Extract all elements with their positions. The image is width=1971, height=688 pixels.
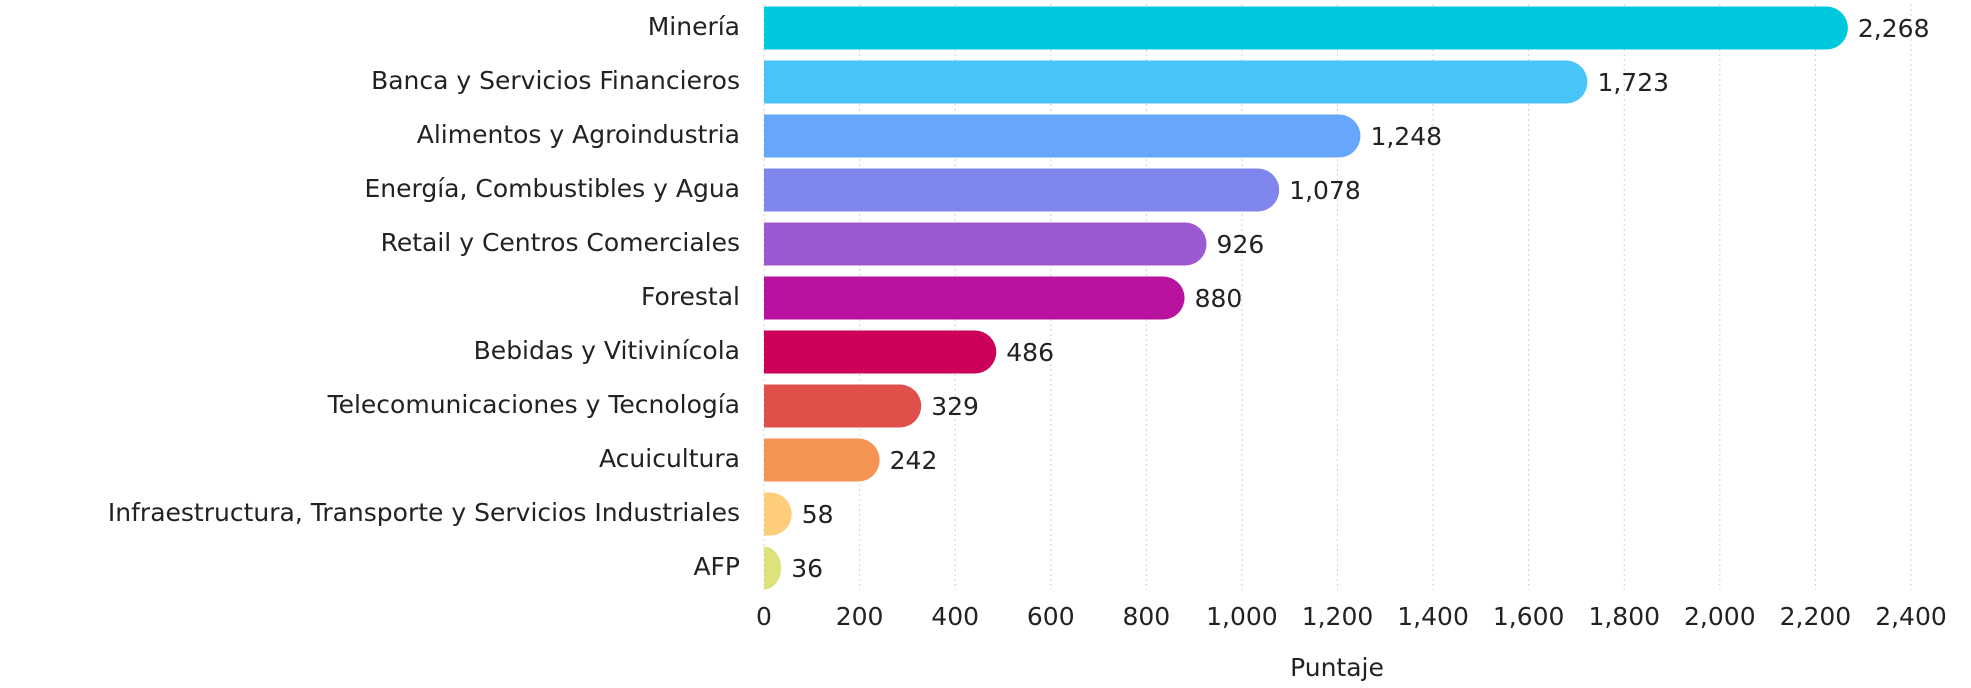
x-tick-label: 200 (836, 602, 884, 631)
x-tick-label: 1,400 (1397, 602, 1469, 631)
x-tick-label: 2,000 (1684, 602, 1756, 631)
data-label: 926 (1217, 230, 1265, 259)
x-tick-label: 600 (1027, 602, 1075, 631)
bar (764, 114, 1361, 158)
x-tick-label: 1,200 (1302, 602, 1374, 631)
x-tick-label: 1,000 (1206, 602, 1278, 631)
y-tick-label: Retail y Centros Comerciales (381, 228, 740, 257)
data-label: 1,723 (1597, 68, 1669, 97)
x-tick-label: 2,200 (1780, 602, 1852, 631)
y-tick-label: Banca y Servicios Financieros (371, 66, 740, 95)
bar (764, 222, 1207, 266)
x-tick-label: 2,400 (1875, 602, 1947, 631)
data-label: 1,078 (1289, 176, 1361, 205)
y-tick-label: AFP (693, 552, 740, 581)
y-tick-label: Alimentos y Agroindustria (417, 120, 740, 149)
x-tick-label: 1,800 (1588, 602, 1660, 631)
bar (764, 276, 1185, 320)
x-tick-label: 1,600 (1493, 602, 1565, 631)
bar (764, 60, 1588, 104)
y-tick-label: Energía, Combustibles y Agua (364, 174, 740, 203)
data-label: 880 (1195, 284, 1243, 313)
x-axis-title: Puntaje (1290, 653, 1384, 682)
bar (764, 330, 997, 374)
data-label: 2,268 (1858, 14, 1930, 43)
x-tick-label: 800 (1122, 602, 1170, 631)
y-tick-label: Infraestructura, Transporte y Servicios … (108, 498, 740, 527)
data-label: 329 (931, 392, 979, 421)
y-tick-label: Telecomunicaciones y Tecnología (327, 390, 740, 419)
x-tick-label: 400 (931, 602, 979, 631)
x-tick-label: 0 (756, 602, 772, 631)
y-tick-label: Minería (648, 12, 740, 41)
bar (764, 492, 792, 536)
data-label: 1,248 (1370, 122, 1442, 151)
y-tick-label: Bebidas y Vitivinícola (474, 336, 740, 365)
bar (764, 168, 1280, 212)
bar (764, 6, 1848, 50)
bar (764, 438, 880, 482)
y-tick-label: Forestal (641, 282, 740, 311)
bar (764, 384, 922, 428)
data-label: 486 (1006, 338, 1054, 367)
y-tick-label: Acuicultura (599, 444, 740, 473)
data-label: 36 (791, 554, 823, 583)
bar (764, 546, 782, 590)
data-label: 58 (802, 500, 834, 529)
data-label: 242 (890, 446, 938, 475)
